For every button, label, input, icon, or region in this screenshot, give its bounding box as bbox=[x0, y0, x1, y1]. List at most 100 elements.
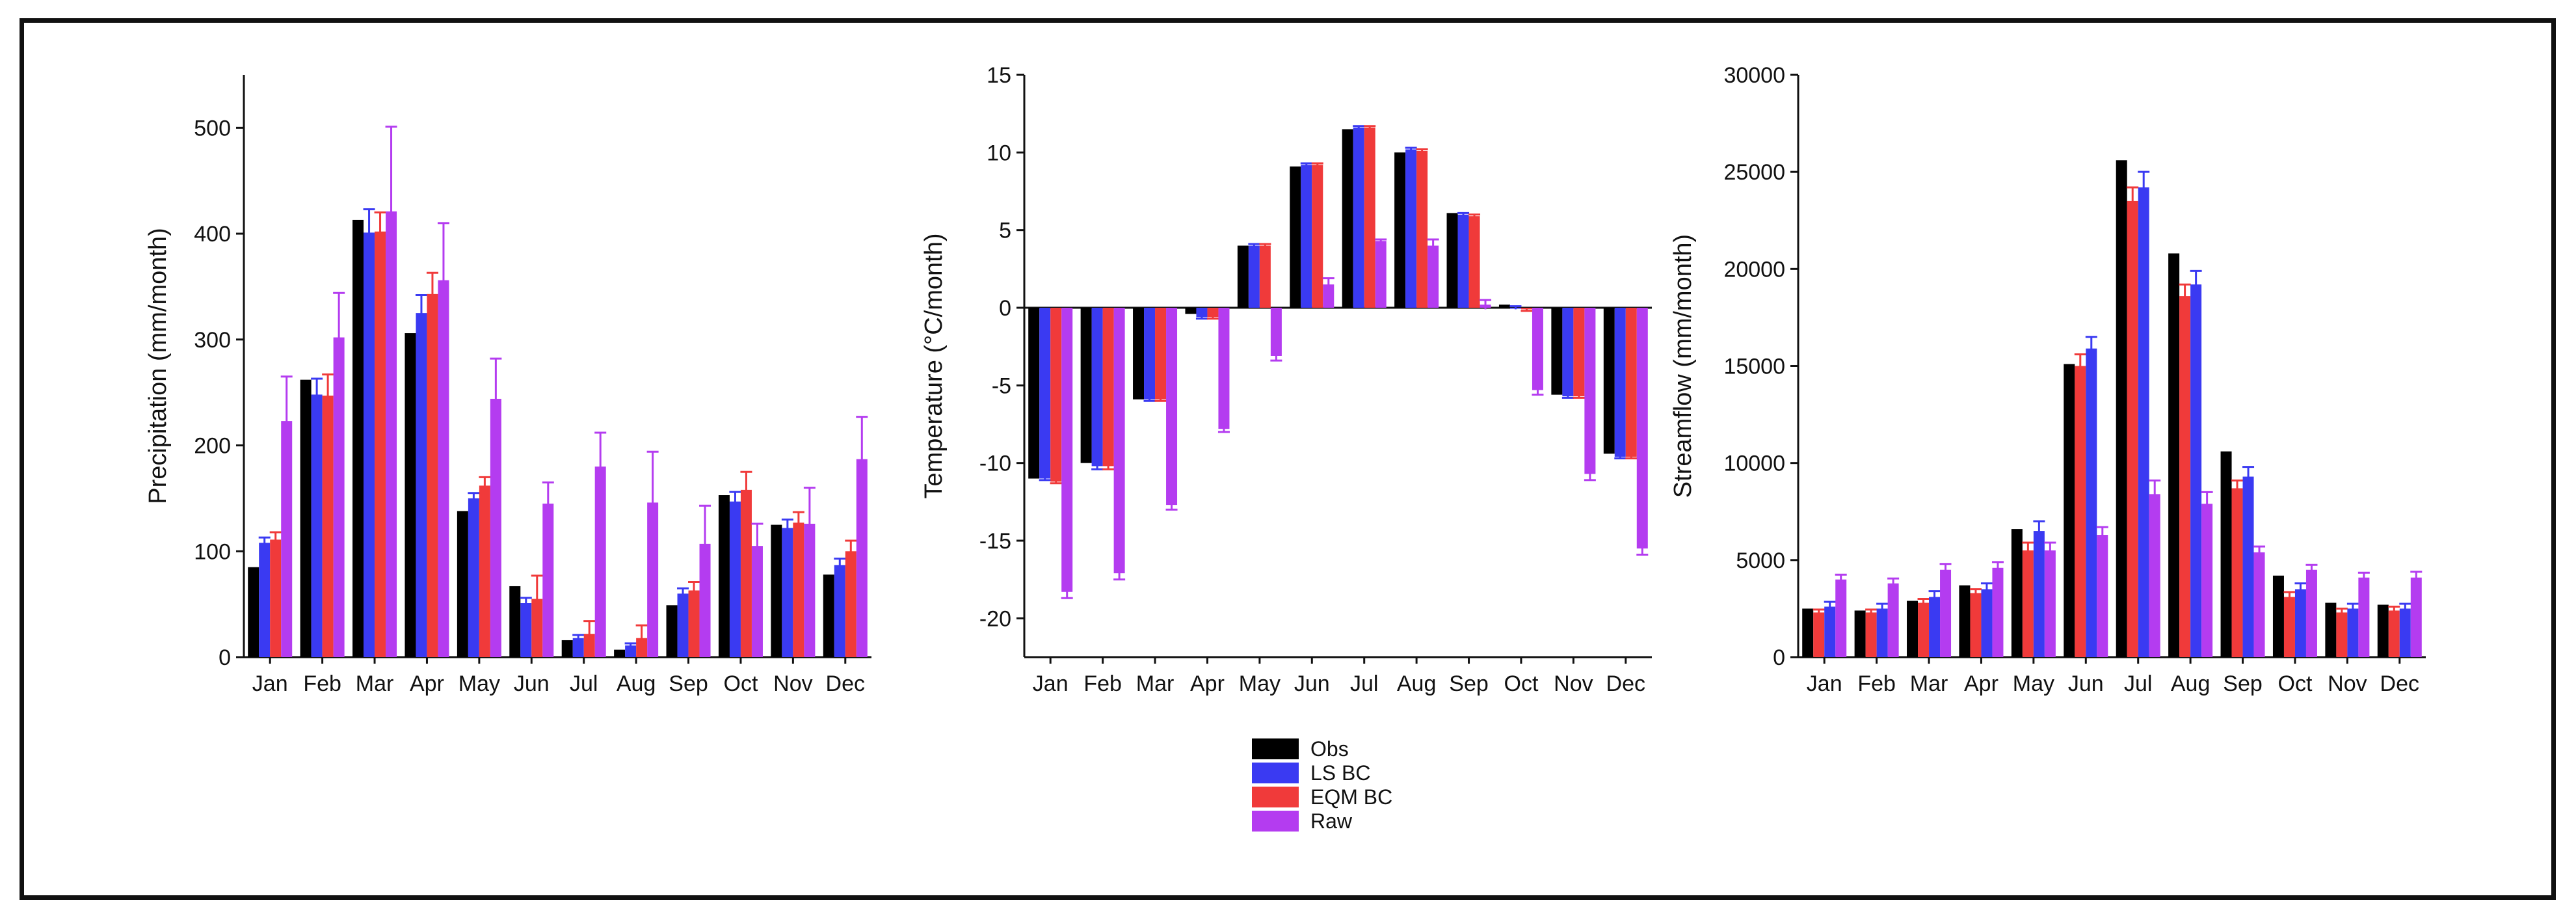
bar-obs bbox=[300, 379, 312, 657]
bar-raw bbox=[281, 421, 293, 657]
y-tick-label: 500 bbox=[194, 116, 231, 141]
y-tick-label: 25000 bbox=[1723, 160, 1785, 185]
bar-raw bbox=[647, 502, 659, 657]
bar-raw bbox=[1427, 245, 1439, 308]
x-tick-label: Jul bbox=[570, 671, 598, 696]
bar-eqm-bc bbox=[2388, 610, 2400, 657]
bar-eqm-bc bbox=[1813, 612, 1825, 657]
bar-obs bbox=[718, 495, 730, 657]
bar-eqm-bc bbox=[531, 599, 543, 657]
bar-eqm-bc bbox=[322, 396, 334, 657]
bar-obs bbox=[1907, 601, 1919, 657]
bar-obs bbox=[1237, 245, 1249, 308]
y-axis-label: Streamflow (mm/month) bbox=[1669, 234, 1697, 498]
bar-ls-bc bbox=[2242, 476, 2254, 657]
y-tick-label: -20 bbox=[979, 606, 1011, 631]
y-tick-label: -5 bbox=[992, 373, 1011, 398]
bar-eqm-bc bbox=[479, 485, 490, 657]
legend-label: EQM BC bbox=[1310, 785, 1392, 809]
y-tick-label: 400 bbox=[194, 222, 231, 247]
bar-ls-bc bbox=[1457, 214, 1469, 308]
bar-eqm-bc bbox=[1970, 593, 1982, 657]
bar-ls-bc bbox=[468, 498, 479, 657]
bar-obs bbox=[823, 575, 834, 657]
y-tick-label: 15000 bbox=[1723, 355, 1785, 379]
bar-eqm-bc bbox=[2336, 612, 2348, 657]
bar-ls-bc bbox=[1353, 128, 1364, 308]
bar-ls-bc bbox=[677, 593, 689, 657]
bar-ls-bc bbox=[1405, 149, 1417, 308]
bar-eqm-bc bbox=[427, 293, 438, 657]
bar-eqm-bc bbox=[2127, 200, 2138, 658]
bar-obs bbox=[1080, 308, 1092, 463]
x-tick-label: Jun bbox=[514, 671, 550, 696]
bar-ls-bc bbox=[259, 543, 271, 657]
bar-raw bbox=[856, 459, 868, 657]
y-tick-label: 5000 bbox=[1736, 548, 1785, 573]
y-tick-label: 10000 bbox=[1723, 452, 1785, 476]
bar-raw bbox=[804, 523, 816, 657]
bar-ls-bc bbox=[2399, 608, 2411, 657]
x-tick-label: Nov bbox=[2328, 671, 2367, 696]
bar-obs bbox=[1551, 308, 1563, 395]
bar-eqm-bc bbox=[2231, 488, 2243, 657]
y-tick-label: 30000 bbox=[1723, 63, 1785, 88]
bar-obs bbox=[2064, 364, 2075, 657]
bar-obs bbox=[561, 640, 573, 657]
bar-ls-bc bbox=[1248, 245, 1260, 308]
y-tick-label: 200 bbox=[194, 434, 231, 459]
bar-ls-bc bbox=[2190, 284, 2202, 657]
bar-raw bbox=[2097, 535, 2108, 657]
y-tick-label: 0 bbox=[219, 645, 231, 670]
x-tick-label: Dec bbox=[826, 671, 865, 696]
bar-ls-bc bbox=[1039, 308, 1051, 479]
bar-obs bbox=[1854, 610, 1866, 657]
bar-raw bbox=[2253, 552, 2265, 657]
x-tick-label: Nov bbox=[773, 671, 812, 696]
y-tick-label: 15 bbox=[987, 63, 1011, 88]
bar-eqm-bc bbox=[1625, 308, 1637, 457]
bar-eqm-bc bbox=[2075, 366, 2086, 657]
bar-obs bbox=[771, 524, 782, 657]
streamflow-chart: 0 5000 10000 15000 20000 25000 30000 Streamflow… bbox=[1669, 63, 2426, 696]
bar-raw bbox=[1323, 284, 1334, 308]
bar-eqm-bc bbox=[1155, 308, 1167, 399]
bar-obs bbox=[2011, 529, 2023, 657]
bar-eqm-bc bbox=[1312, 165, 1323, 308]
x-tick-label: Mar bbox=[356, 671, 394, 696]
bar-obs bbox=[2220, 451, 2232, 657]
bar-raw bbox=[1835, 579, 1847, 657]
bar-eqm-bc bbox=[845, 551, 856, 657]
x-tick-label: Jan bbox=[1033, 671, 1069, 696]
x-tick-label: Feb bbox=[1083, 671, 1122, 696]
x-tick-label: Feb bbox=[303, 671, 341, 696]
bar-raw bbox=[751, 546, 763, 657]
bar-ls-bc bbox=[1091, 308, 1103, 467]
y-tick-label: 5 bbox=[999, 219, 1011, 243]
bar-raw bbox=[2410, 577, 2422, 657]
bar-eqm-bc bbox=[1364, 128, 1375, 308]
x-tick-label: Sep bbox=[669, 671, 708, 696]
bar-raw bbox=[490, 398, 501, 657]
y-axis-label: Precipitation (mm/month) bbox=[144, 228, 172, 504]
x-tick-label: May bbox=[458, 671, 500, 696]
bar-raw bbox=[2201, 504, 2213, 657]
x-tick-label: Jan bbox=[1807, 671, 1842, 696]
x-tick-label: Apr bbox=[410, 671, 444, 696]
bar-raw bbox=[2358, 577, 2370, 657]
y-tick-label: 0 bbox=[1773, 645, 1785, 670]
bar-ls-bc bbox=[572, 638, 584, 657]
bar-obs bbox=[2168, 253, 2180, 657]
bar-raw bbox=[1940, 569, 1952, 657]
bar-eqm-bc bbox=[1416, 150, 1428, 308]
x-tick-label: Mar bbox=[1136, 671, 1175, 696]
bar-eqm-bc bbox=[1468, 216, 1480, 308]
y-tick-label: 300 bbox=[194, 328, 231, 353]
bar-raw bbox=[1584, 308, 1596, 474]
y-tick-label: 100 bbox=[194, 539, 231, 564]
bar-ls-bc bbox=[1196, 308, 1208, 318]
bar-eqm-bc bbox=[1207, 308, 1219, 318]
bar-obs bbox=[405, 333, 416, 657]
bar-ls-bc bbox=[782, 528, 793, 657]
